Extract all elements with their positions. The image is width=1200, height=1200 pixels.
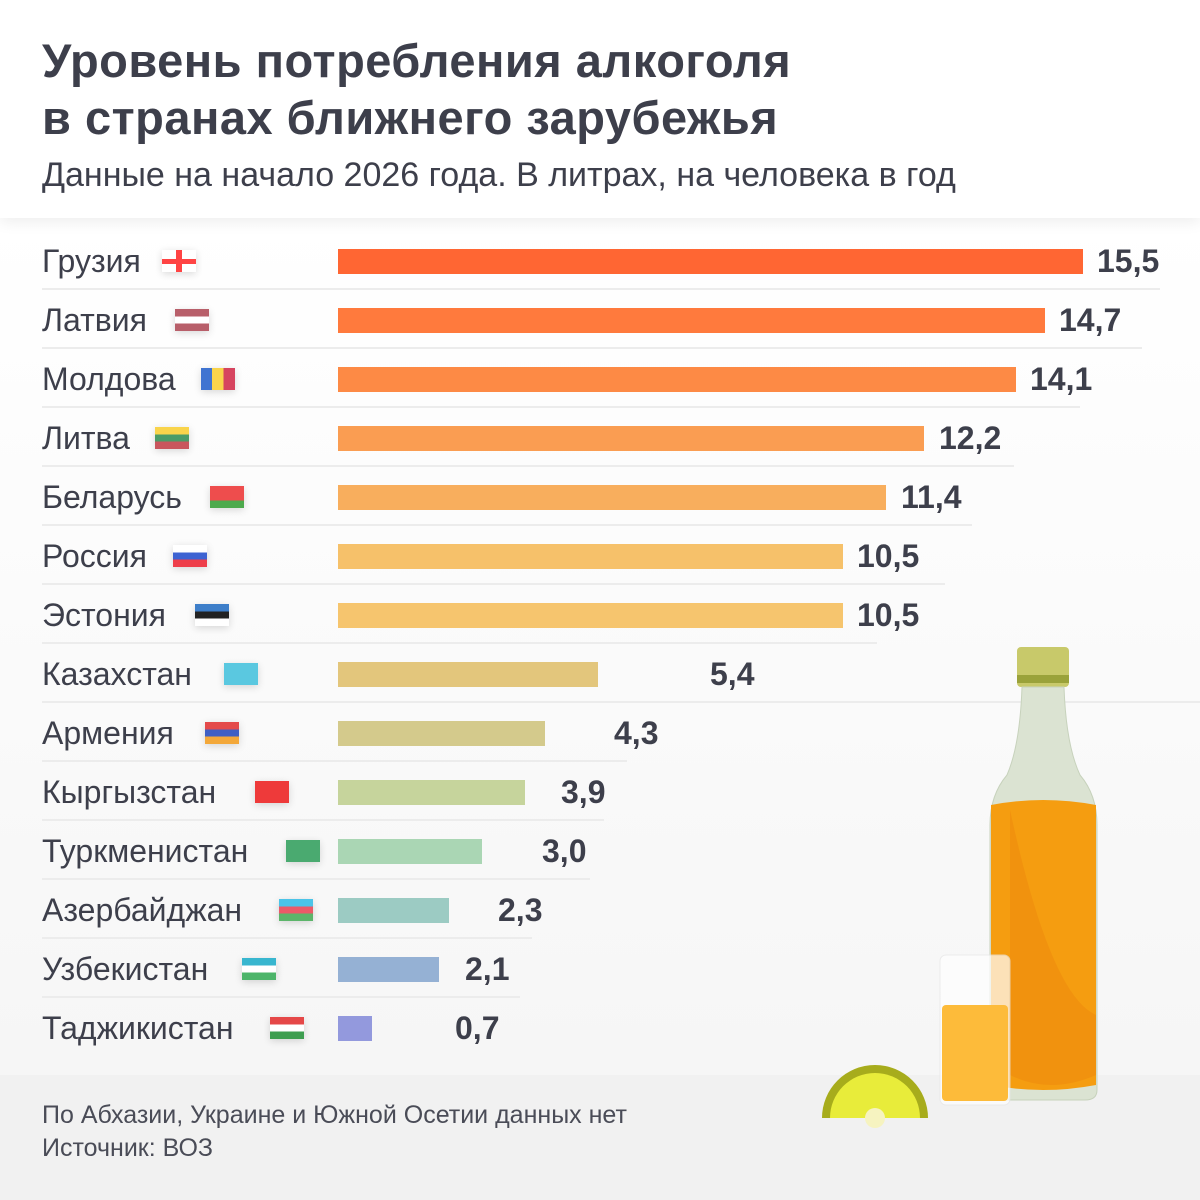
russia-flag-icon (173, 545, 207, 567)
title-line-2: в странах ближнего зарубежья (42, 91, 779, 144)
footnote: По Абхазии, Украине и Южной Осетии данны… (42, 1101, 627, 1129)
row-divider (42, 819, 604, 821)
value-label: 2,3 (498, 892, 543, 928)
value-label: 4,3 (614, 715, 659, 751)
source: Источник: ВОЗ (42, 1134, 214, 1162)
bar (338, 1016, 372, 1041)
belarus-flag-icon (210, 486, 244, 508)
bar (338, 426, 925, 451)
bar (338, 603, 843, 628)
value-label: 5,4 (710, 656, 755, 692)
turkmenistan-flag-icon (286, 840, 320, 862)
row-divider (42, 583, 945, 585)
row-divider (42, 937, 532, 939)
bar (338, 957, 439, 982)
value-label: 3,9 (561, 774, 606, 810)
row-divider (42, 347, 1142, 349)
value-label: 0,7 (455, 1010, 500, 1046)
row-divider (42, 760, 627, 762)
category-label: Россия (42, 538, 147, 574)
uzbekistan-flag-icon (242, 958, 276, 980)
kazakhstan-flag-icon (224, 663, 258, 685)
category-label: Молдова (42, 361, 176, 397)
value-label: 15,5 (1097, 243, 1160, 279)
row-divider (42, 465, 1014, 467)
row-divider (42, 701, 1200, 703)
row-divider (42, 642, 877, 644)
bar (338, 544, 843, 569)
estonia-flag-icon (195, 604, 229, 626)
kyrgyzstan-flag-icon (255, 781, 289, 803)
row-divider (42, 524, 972, 526)
category-label: Литва (42, 420, 130, 456)
bar (338, 308, 1045, 333)
title-line-1: Уровень потребления алкоголя (42, 34, 792, 87)
bar (338, 249, 1083, 274)
category-label: Узбекистан (42, 951, 209, 987)
category-label: Таджикистан (42, 1010, 234, 1046)
armenia-flag-icon (205, 722, 239, 744)
latvia-flag-icon (175, 309, 209, 331)
category-label: Грузия (42, 243, 141, 279)
value-label: 10,5 (857, 597, 920, 633)
value-label: 14,7 (1059, 302, 1122, 338)
bar (338, 662, 598, 687)
category-label: Армения (42, 715, 174, 751)
row-divider (42, 878, 590, 880)
bar (338, 485, 886, 510)
value-label: 10,5 (857, 538, 920, 574)
value-label: 14,1 (1030, 361, 1093, 397)
georgia-flag-icon (162, 250, 196, 272)
header: Уровень потребления алкоголя в странах б… (0, 0, 1200, 218)
bottle-and-glass-illustration (822, 647, 1098, 1128)
value-label: 11,4 (901, 479, 962, 515)
bar (338, 721, 545, 746)
category-label: Туркменистан (42, 833, 249, 869)
value-label: 12,2 (939, 420, 1002, 456)
row-divider (42, 996, 520, 998)
moldova-flag-icon (201, 368, 235, 390)
row-divider (42, 406, 1080, 408)
bar (338, 780, 526, 805)
bar (338, 367, 1016, 392)
bar-chart: Грузия 15,5 Латвия 14,7 Молдова 14,1 Литва 12,2… (0, 218, 1200, 1075)
bar (338, 839, 483, 864)
tajikistan-flag-icon (270, 1017, 304, 1039)
category-label: Казахстан (42, 656, 192, 692)
azerbaijan-flag-icon (279, 899, 313, 921)
lithuania-flag-icon (155, 427, 189, 449)
value-label: 3,0 (542, 833, 587, 869)
category-label: Азербайджан (42, 892, 243, 928)
category-label: Латвия (42, 302, 147, 338)
value-label: 2,1 (465, 951, 510, 987)
category-label: Беларусь (42, 479, 182, 515)
category-label: Эстония (42, 597, 166, 633)
bar (338, 898, 449, 923)
chart-subtitle: Данные на начало 2026 года. В литрах, на… (42, 156, 956, 194)
chart-title: Уровень потребления алкоголя в странах б… (42, 32, 791, 146)
category-label: Кыргызстан (42, 774, 217, 810)
row-divider (42, 288, 1160, 290)
